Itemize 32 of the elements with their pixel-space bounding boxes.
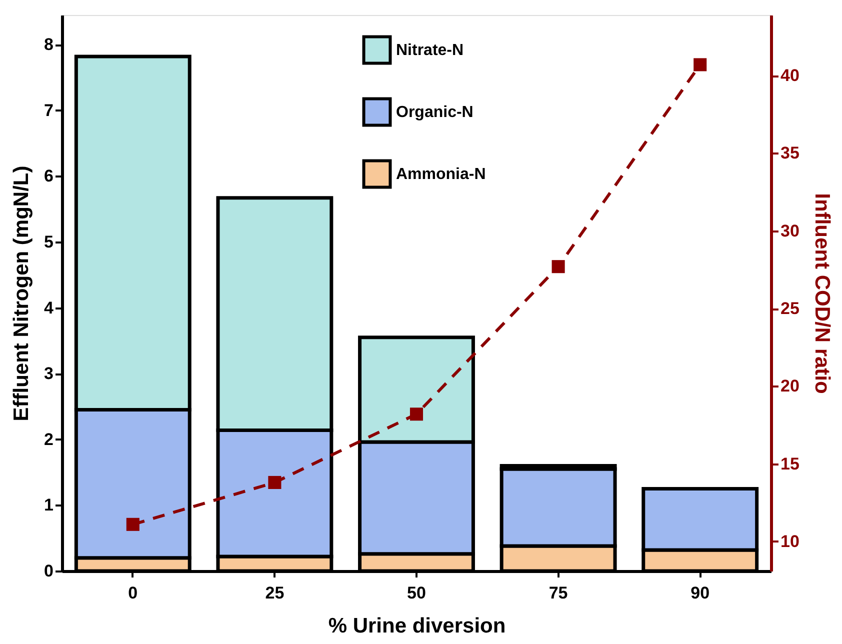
y-tick-label: 6: [44, 166, 54, 186]
y-tick-label: 2: [44, 430, 54, 449]
y-tick-label: 3: [44, 364, 54, 384]
y-tick-label: 1: [44, 496, 54, 515]
y-tick-label: 0: [44, 562, 54, 580]
y2-tick-label: 25: [780, 299, 800, 318]
x-tick-label: 0: [128, 584, 138, 602]
point: [126, 518, 140, 531]
y-tick-label: 4: [44, 298, 54, 318]
point: [552, 260, 565, 274]
y2-tick-label: 35: [780, 144, 800, 163]
x-tick-label: 90: [690, 584, 710, 602]
legend-label: Nitrate-N: [396, 42, 464, 59]
y-tick-label: 8: [44, 35, 54, 54]
x-tick-label: 25: [265, 584, 284, 602]
point: [268, 476, 282, 489]
legend-label: Organic-N: [396, 104, 474, 121]
y-tick-label: 7: [44, 100, 54, 120]
x-axis-title: % Urine diversion: [328, 614, 506, 638]
y-axis-title: Effluent Nitrogen (mgN/L): [10, 166, 34, 422]
point: [694, 58, 707, 72]
x-tick-label: 50: [407, 584, 426, 602]
x-tick-label: 75: [548, 584, 568, 602]
y2-tick-label: 10: [780, 532, 800, 551]
y2-tick-label: 30: [780, 221, 800, 240]
y2-tick-label: 15: [780, 454, 800, 474]
y2-axis-title: Influent COD/N ratio: [810, 193, 834, 394]
point: [410, 408, 424, 421]
legend-label: Ammonia-N: [396, 166, 486, 183]
y-tick-label: 5: [44, 232, 54, 252]
y2-tick-label: 20: [780, 376, 800, 396]
y2-tick-label: 40: [780, 66, 800, 86]
